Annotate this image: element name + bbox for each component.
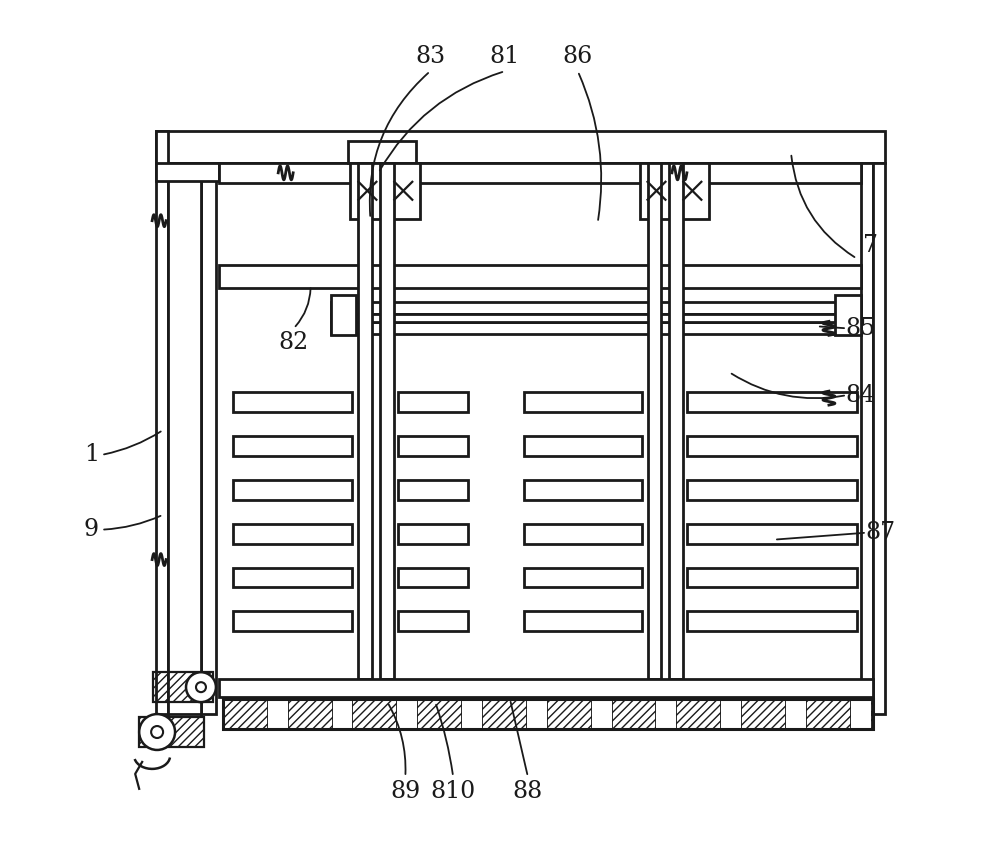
Text: 9: 9 [84,518,99,541]
Bar [219,264,861,288]
Text: 87: 87 [866,521,896,544]
Text: 82: 82 [279,331,309,353]
Bar [398,523,468,544]
Text: 83: 83 [415,45,445,68]
Bar [482,699,527,729]
Bar [233,523,352,544]
Bar [806,699,851,729]
Bar [669,163,683,680]
Bar [527,699,547,729]
Bar [288,699,333,729]
Bar [462,699,482,729]
Text: 86: 86 [563,45,593,68]
Bar [397,699,417,729]
Bar [268,699,288,729]
Bar [547,699,592,729]
Bar [687,612,857,631]
Bar [168,163,201,714]
Bar [233,392,352,412]
Bar [219,680,873,698]
Bar [592,699,612,729]
Text: 85: 85 [846,317,876,340]
Circle shape [186,672,216,702]
Bar [156,163,219,181]
Bar [333,699,352,729]
Bar [398,612,468,631]
Bar [348,141,416,163]
Bar [233,480,352,499]
Bar [524,480,642,499]
Bar [233,436,352,456]
Bar [139,717,204,747]
Bar [398,436,468,456]
Text: 84: 84 [846,384,876,407]
Text: 810: 810 [431,780,476,803]
Bar [398,480,468,499]
Bar [524,392,642,412]
Bar [350,163,384,219]
Bar [380,163,394,680]
Bar [331,302,861,314]
Bar [687,567,857,588]
Bar [687,523,857,544]
Bar [153,672,213,702]
Bar [741,699,786,729]
Bar [331,295,356,335]
Bar [721,699,741,729]
Bar [835,295,861,335]
Bar [640,163,673,219]
Bar [386,163,420,219]
Bar [524,567,642,588]
Bar [687,480,857,499]
Bar [201,163,216,714]
Text: 88: 88 [513,780,543,803]
Bar [156,131,168,714]
Bar [687,436,857,456]
Bar [656,699,676,729]
Bar [873,163,885,714]
Bar [398,567,468,588]
Bar [223,699,873,729]
Bar [687,392,857,412]
Bar [648,163,661,680]
Bar [156,131,885,163]
Bar [524,612,642,631]
Text: 89: 89 [390,780,420,803]
Bar [358,163,372,680]
Text: 81: 81 [490,45,520,68]
Bar [219,163,861,183]
Bar [417,699,462,729]
Text: 7: 7 [863,234,878,257]
Bar [861,163,873,714]
Bar [331,314,861,323]
Bar [612,699,656,729]
Bar [352,699,397,729]
Circle shape [139,714,175,750]
Bar [398,392,468,412]
Bar [524,523,642,544]
Bar [676,699,721,729]
Bar [786,699,806,729]
Bar [851,699,871,729]
Bar [223,699,268,729]
Text: 1: 1 [84,444,99,467]
Bar [233,612,352,631]
Bar [675,163,709,219]
Bar [233,567,352,588]
Bar [524,436,642,456]
Bar [331,323,861,335]
Bar [871,699,873,729]
